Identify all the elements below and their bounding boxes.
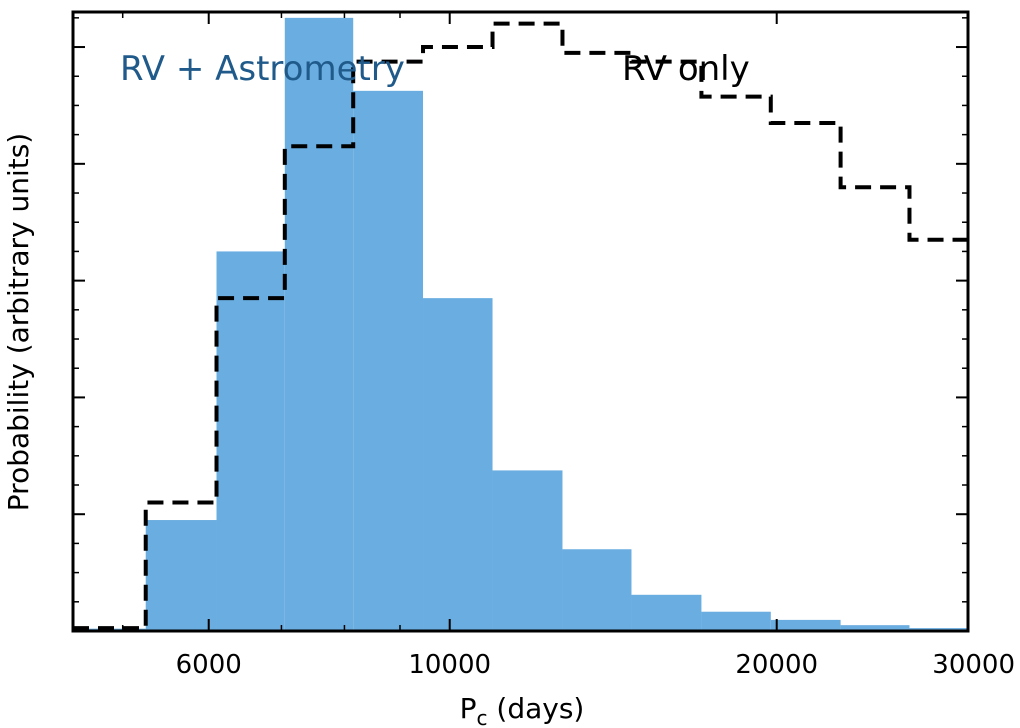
rv-astrometry-bars: [73, 17, 968, 632]
x-tick-label: 10000: [408, 650, 491, 680]
x-axis-label-main: P: [460, 692, 477, 725]
x-tick-labels: 6000 10000 20000 30000: [176, 650, 1015, 680]
rv-only-histogram-line: [73, 21, 968, 631]
x-tick-label: 6000: [176, 650, 242, 680]
histogram-bar: [631, 594, 702, 631]
histogram-bar: [284, 17, 354, 632]
histogram-bar: [770, 619, 841, 631]
histogram-bar: [840, 625, 910, 631]
x-axis-label-subscript: c: [477, 706, 488, 728]
legend-rv-astrometry: RV + Astrometry: [120, 49, 405, 89]
x-tick-label: 30000: [932, 650, 1015, 680]
y-axis-label: Probability (arbitrary units): [2, 133, 35, 511]
histogram-bar: [562, 549, 632, 631]
x-tick-label: 20000: [735, 650, 818, 680]
histogram-bar: [701, 611, 771, 631]
plot-frame: [71, 10, 970, 633]
legend-rv-only: RV only: [622, 49, 750, 89]
histogram-bar: [423, 298, 493, 631]
histogram-bar: [216, 251, 285, 631]
x-axis-label-rest: (days): [488, 692, 585, 725]
histogram-bar: [145, 520, 217, 631]
x-axis-label: Pc (days): [460, 692, 585, 728]
histogram-bar: [492, 470, 563, 631]
histogram-bar: [353, 90, 424, 632]
